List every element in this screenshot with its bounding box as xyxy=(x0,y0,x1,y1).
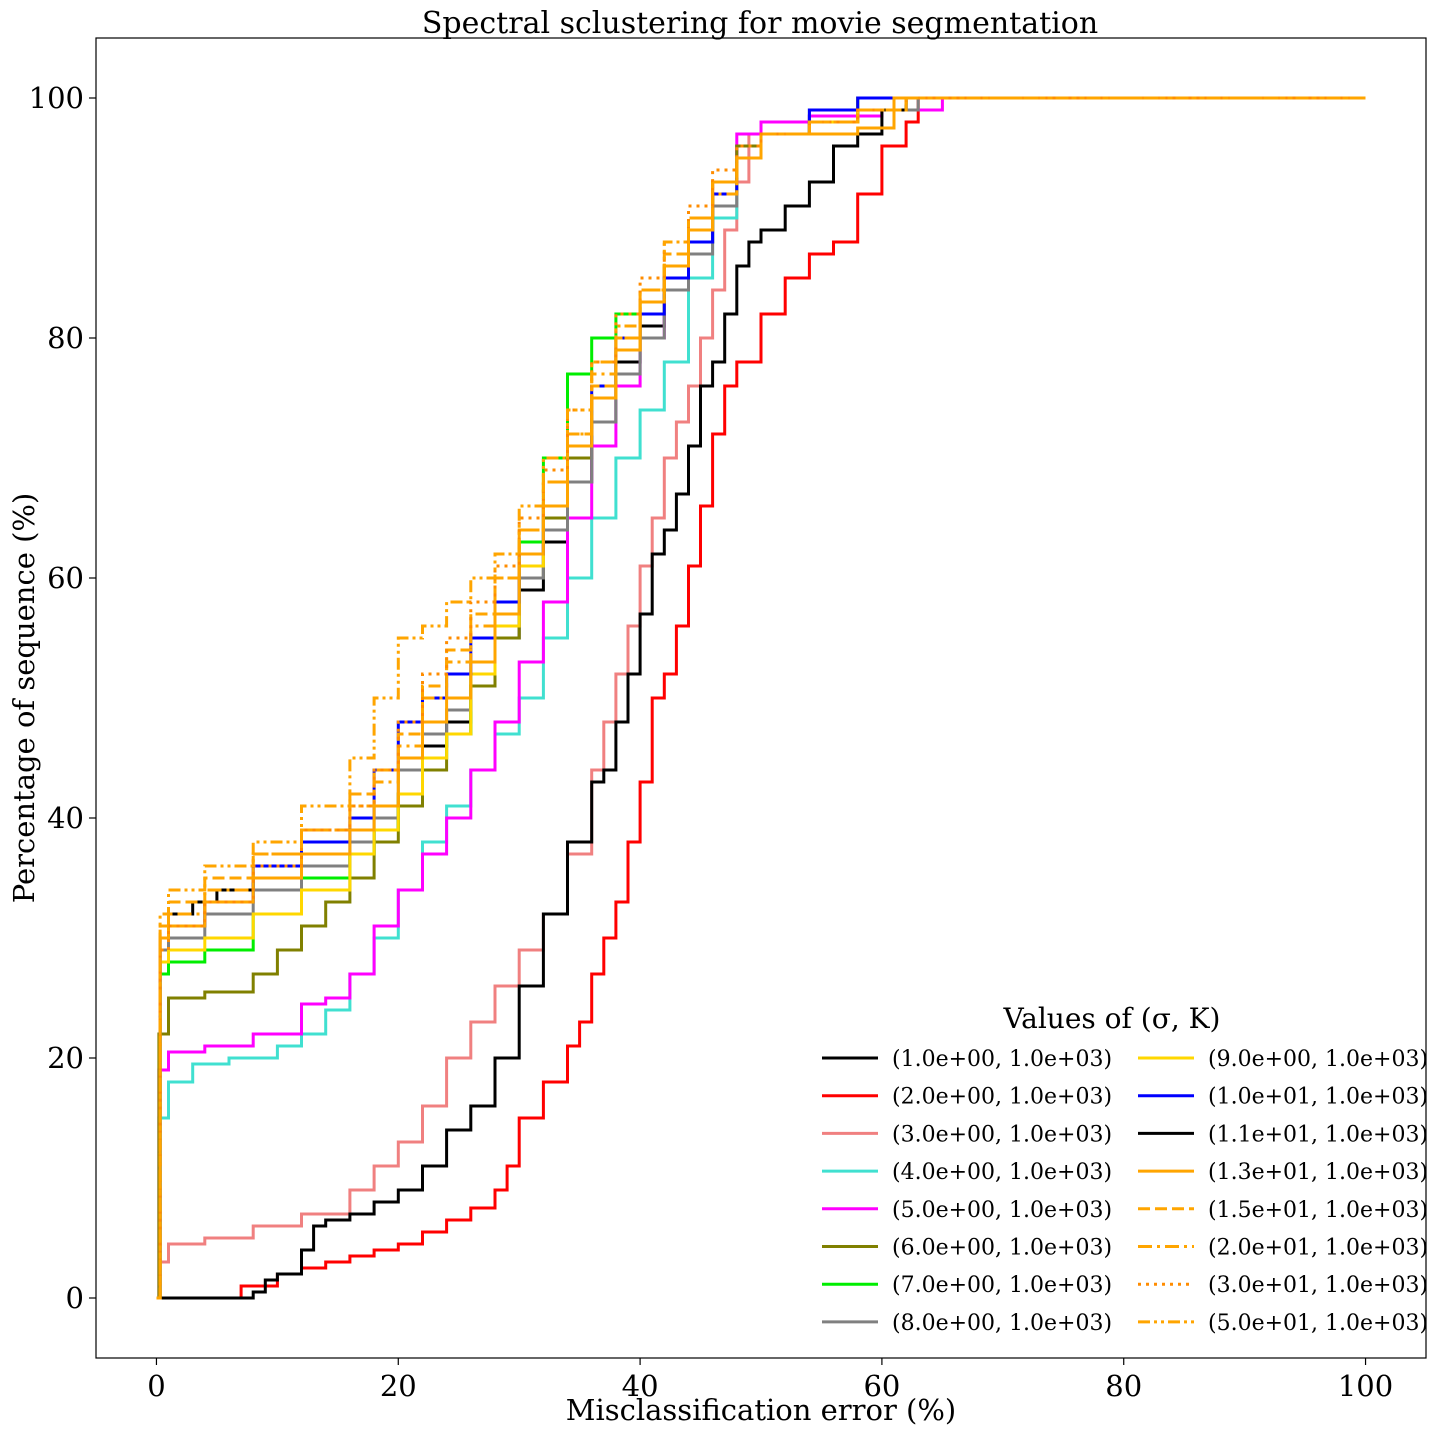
x-tick-label: 60 xyxy=(863,1369,900,1403)
legend-label: (4.0e+00, 1.0e+03) xyxy=(892,1160,1112,1185)
x-tick-label: 0 xyxy=(147,1369,165,1403)
series-line-15 xyxy=(156,96,1366,1300)
x-tick-label: 40 xyxy=(622,1369,659,1403)
legend-label: (9.0e+00, 1.0e+03) xyxy=(1208,1047,1428,1072)
y-axis-label: Percentage of sequence (%) xyxy=(7,493,41,904)
y-tick-label: 60 xyxy=(47,561,84,595)
y-tick-label: 40 xyxy=(47,801,84,835)
series-line-14 xyxy=(156,96,1366,1300)
legend-label: (5.0e+01, 1.0e+03) xyxy=(1208,1311,1428,1336)
series-line-2 xyxy=(156,96,1366,1300)
series-line-13 xyxy=(156,96,1366,1300)
series-line-5 xyxy=(156,96,1366,1300)
series-line-10 xyxy=(156,96,1366,1300)
y-tick-label: 20 xyxy=(47,1041,84,1075)
series-line-1 xyxy=(156,96,1366,1300)
x-tick-label: 20 xyxy=(380,1369,417,1403)
series-line-11 xyxy=(156,96,1366,1300)
legend-label: (1.0e+01, 1.0e+03) xyxy=(1208,1085,1428,1110)
legend-entries: (1.0e+00, 1.0e+03) (2.0e+00, 1.0e+03) (3.0… xyxy=(822,1047,1428,1336)
legend-label: (6.0e+00, 1.0e+03) xyxy=(892,1236,1112,1261)
legend-label: (1.0e+00, 1.0e+03) xyxy=(892,1047,1112,1072)
y-tick-label: 0 xyxy=(66,1281,84,1315)
legend-label: (3.0e+01, 1.0e+03) xyxy=(1208,1273,1428,1298)
legend-label: (2.0e+01, 1.0e+03) xyxy=(1208,1236,1428,1261)
legend-label: (2.0e+00, 1.0e+03) xyxy=(892,1085,1112,1110)
chart-title: Spectral sclustering for movie segmentat… xyxy=(422,6,1098,41)
x-tick-label: 100 xyxy=(1338,1369,1393,1403)
series-line-7 xyxy=(156,96,1366,1300)
legend-title: Values of (σ, K) xyxy=(1003,1002,1221,1035)
plot-frame xyxy=(95,37,1427,1359)
x-axis-label: Misclassification error (%) xyxy=(566,1393,956,1427)
legend-label: (1.5e+01, 1.0e+03) xyxy=(1208,1198,1428,1223)
series-line-8 xyxy=(156,96,1366,1300)
y-tick-label: 80 xyxy=(47,321,84,355)
legend-label: (7.0e+00, 1.0e+03) xyxy=(892,1273,1112,1298)
legend-label: (1.3e+01, 1.0e+03) xyxy=(1208,1160,1428,1185)
series-line-16 xyxy=(156,96,1366,1300)
legend: Values of (σ, K) (1.0e+00, 1.0e+03) (2.0e… xyxy=(822,1002,1428,1336)
series-line-4 xyxy=(156,96,1366,1300)
x-tick-label: 80 xyxy=(1105,1369,1142,1403)
y-axis-ticks: 0 20 40 60 80 100 xyxy=(29,81,96,1315)
legend-label: (1.1e+01, 1.0e+03) xyxy=(1208,1122,1428,1147)
legend-label: (3.0e+00, 1.0e+03) xyxy=(892,1122,1112,1147)
series-line-3 xyxy=(156,96,1366,1300)
x-axis-ticks: 0 20 40 60 80 100 xyxy=(147,1358,1393,1403)
y-tick-label: 100 xyxy=(29,81,84,115)
plot-lines xyxy=(156,96,1366,1300)
legend-label: (8.0e+00, 1.0e+03) xyxy=(892,1311,1112,1336)
series-line-6 xyxy=(156,96,1366,1300)
series-line-9 xyxy=(156,96,1366,1300)
legend-label: (5.0e+00, 1.0e+03) xyxy=(892,1198,1112,1223)
series-line-12 xyxy=(156,96,1366,1300)
